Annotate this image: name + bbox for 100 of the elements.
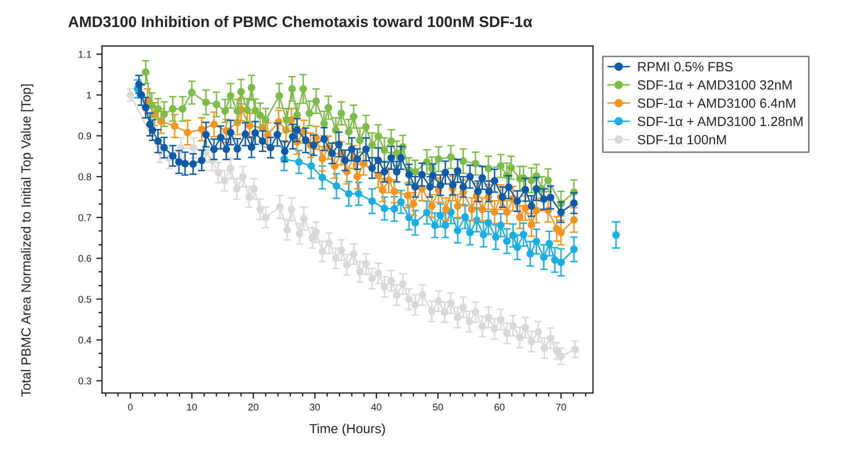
point	[557, 228, 565, 236]
point	[496, 162, 504, 170]
point	[212, 100, 220, 108]
point	[466, 228, 474, 236]
point	[275, 92, 283, 100]
point	[532, 238, 540, 246]
point	[368, 141, 376, 149]
point	[243, 106, 251, 114]
point	[496, 221, 504, 229]
point	[318, 154, 326, 162]
point	[374, 132, 382, 140]
point	[306, 110, 314, 118]
point	[546, 240, 554, 248]
point	[410, 200, 418, 208]
legend-label: SDF-1α + AMD3100 32nM	[638, 80, 792, 90]
point	[362, 123, 370, 131]
point	[221, 107, 229, 115]
point	[188, 88, 196, 96]
point	[503, 237, 511, 245]
point	[380, 146, 388, 154]
point	[411, 168, 419, 176]
x-tick-label: 70	[556, 404, 566, 411]
y-tick-label: 0.8	[78, 173, 92, 180]
point	[354, 172, 362, 180]
point	[237, 88, 245, 96]
point	[350, 112, 358, 120]
point	[490, 208, 498, 216]
y-tick-label: 0.3	[78, 377, 92, 384]
x-tick-label: 40	[371, 404, 382, 411]
y-tick-label: 0.5	[78, 296, 92, 303]
point	[198, 126, 206, 134]
y-tick-label: 0.4	[78, 336, 92, 344]
point	[557, 258, 565, 266]
point	[262, 116, 270, 124]
point	[368, 197, 376, 205]
point	[318, 174, 326, 182]
point	[378, 186, 386, 194]
x-tick-label: 60	[494, 404, 505, 411]
legend-label: RPMI 0.5% FBS	[638, 62, 733, 72]
point	[142, 68, 150, 76]
chart-title: AMD3100 Inhibition of PBMC Chemotaxis toward 100nM SDF-1α	[68, 16, 532, 28]
point	[248, 84, 256, 92]
point	[184, 128, 192, 136]
point	[480, 230, 488, 238]
point	[390, 205, 398, 213]
point	[472, 160, 480, 168]
point	[202, 98, 210, 106]
point	[509, 232, 517, 240]
point	[344, 190, 352, 198]
legend-label: SDF-1α 100nM	[638, 134, 726, 144]
point	[178, 105, 186, 113]
point	[295, 158, 303, 166]
point	[324, 104, 332, 112]
point	[478, 206, 486, 214]
legend-label: SDF-1α + AMD3100 1.28nM	[638, 116, 802, 126]
point	[454, 202, 462, 210]
point	[570, 246, 578, 254]
point	[160, 110, 168, 118]
y-axis-title: Total PBMC Area Normalized to Initial Top Value [Top]	[20, 84, 34, 397]
point	[514, 244, 522, 252]
point	[459, 157, 467, 165]
point	[169, 105, 177, 113]
point	[484, 164, 492, 172]
point	[507, 164, 515, 172]
point	[532, 206, 540, 214]
point	[210, 120, 218, 128]
point	[570, 216, 578, 224]
point	[526, 250, 534, 258]
point	[356, 136, 364, 144]
legend-label: SDF-1α + AMD3100 6.4nM	[638, 98, 796, 108]
point	[411, 219, 419, 227]
point	[299, 85, 307, 93]
x-tick-label: 0	[128, 404, 133, 411]
point	[540, 253, 548, 261]
point	[354, 190, 362, 198]
point	[282, 116, 290, 124]
x-tick-label: 10	[187, 404, 197, 411]
point	[320, 120, 328, 128]
point	[380, 204, 388, 212]
point	[431, 221, 439, 229]
point	[251, 106, 259, 114]
point	[551, 256, 559, 264]
point	[442, 221, 450, 229]
point	[234, 107, 242, 115]
point	[423, 208, 431, 216]
point	[516, 213, 524, 221]
point	[492, 233, 500, 241]
point	[520, 230, 528, 238]
point	[392, 150, 400, 158]
y-tick-label: 1	[86, 92, 92, 99]
point	[384, 176, 392, 184]
point	[293, 111, 301, 119]
point	[528, 221, 536, 229]
point	[544, 176, 552, 184]
point	[307, 162, 315, 170]
x-axis-title: Time (Hours)	[310, 424, 385, 436]
y-tick-label: 0.9	[78, 132, 92, 140]
x-tick-label: 30	[310, 404, 320, 411]
point	[436, 212, 444, 220]
point	[148, 101, 156, 109]
